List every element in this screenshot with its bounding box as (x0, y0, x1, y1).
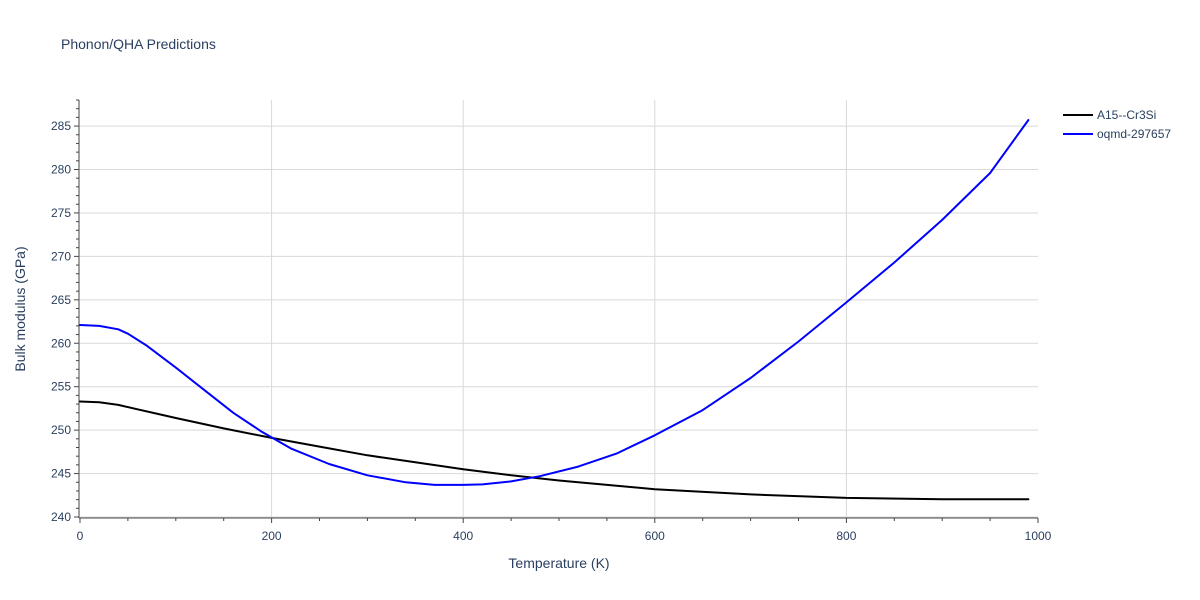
x-axis-title: Temperature (K) (508, 555, 609, 571)
legend-item-1[interactable]: oqmd-297657 (1063, 127, 1171, 141)
x-tick-label: 600 (645, 529, 665, 543)
y-tick-label: 270 (51, 249, 71, 263)
chart-title: Phonon/QHA Predictions (61, 36, 216, 52)
x-tick-label: 400 (453, 529, 473, 543)
gridlines (80, 100, 1038, 518)
y-tick-label: 285 (51, 119, 71, 133)
legend[interactable]: A15--Cr3Si oqmd-297657 (1063, 108, 1171, 141)
x-tick-label: 1000 (1025, 529, 1052, 543)
tick-labels: 0 200 400 600 800 1000 240 245 250 255 260 265 270 27… (51, 119, 1052, 543)
legend-label: oqmd-297657 (1097, 127, 1171, 141)
legend-label: A15--Cr3Si (1097, 108, 1156, 122)
series-line-0[interactable] (79, 400, 1030, 501)
x-tick-label: 200 (262, 529, 282, 543)
x-tick-label: 800 (836, 529, 856, 543)
y-tick-label: 280 (51, 163, 71, 177)
y-tick-label: 250 (51, 423, 71, 437)
y-tick-label: 245 (51, 467, 71, 481)
y-axis-title: Bulk modulus (GPa) (12, 246, 28, 371)
series-line-1[interactable] (79, 119, 1030, 486)
legend-item-0[interactable]: A15--Cr3Si (1063, 108, 1156, 122)
x-tick-label: 0 (77, 529, 84, 543)
y-tick-label: 260 (51, 336, 71, 350)
y-tick-label: 265 (51, 293, 71, 307)
axes (74, 99, 1039, 523)
y-tick-label: 275 (51, 206, 71, 220)
y-tick-label: 240 (51, 510, 71, 524)
plot-area[interactable] (79, 119, 1030, 501)
y-tick-label: 255 (51, 380, 71, 394)
